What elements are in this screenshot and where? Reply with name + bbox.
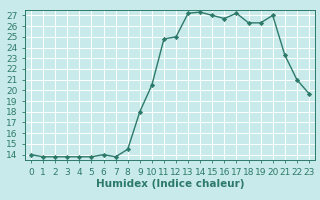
X-axis label: Humidex (Indice chaleur): Humidex (Indice chaleur) bbox=[96, 179, 244, 189]
